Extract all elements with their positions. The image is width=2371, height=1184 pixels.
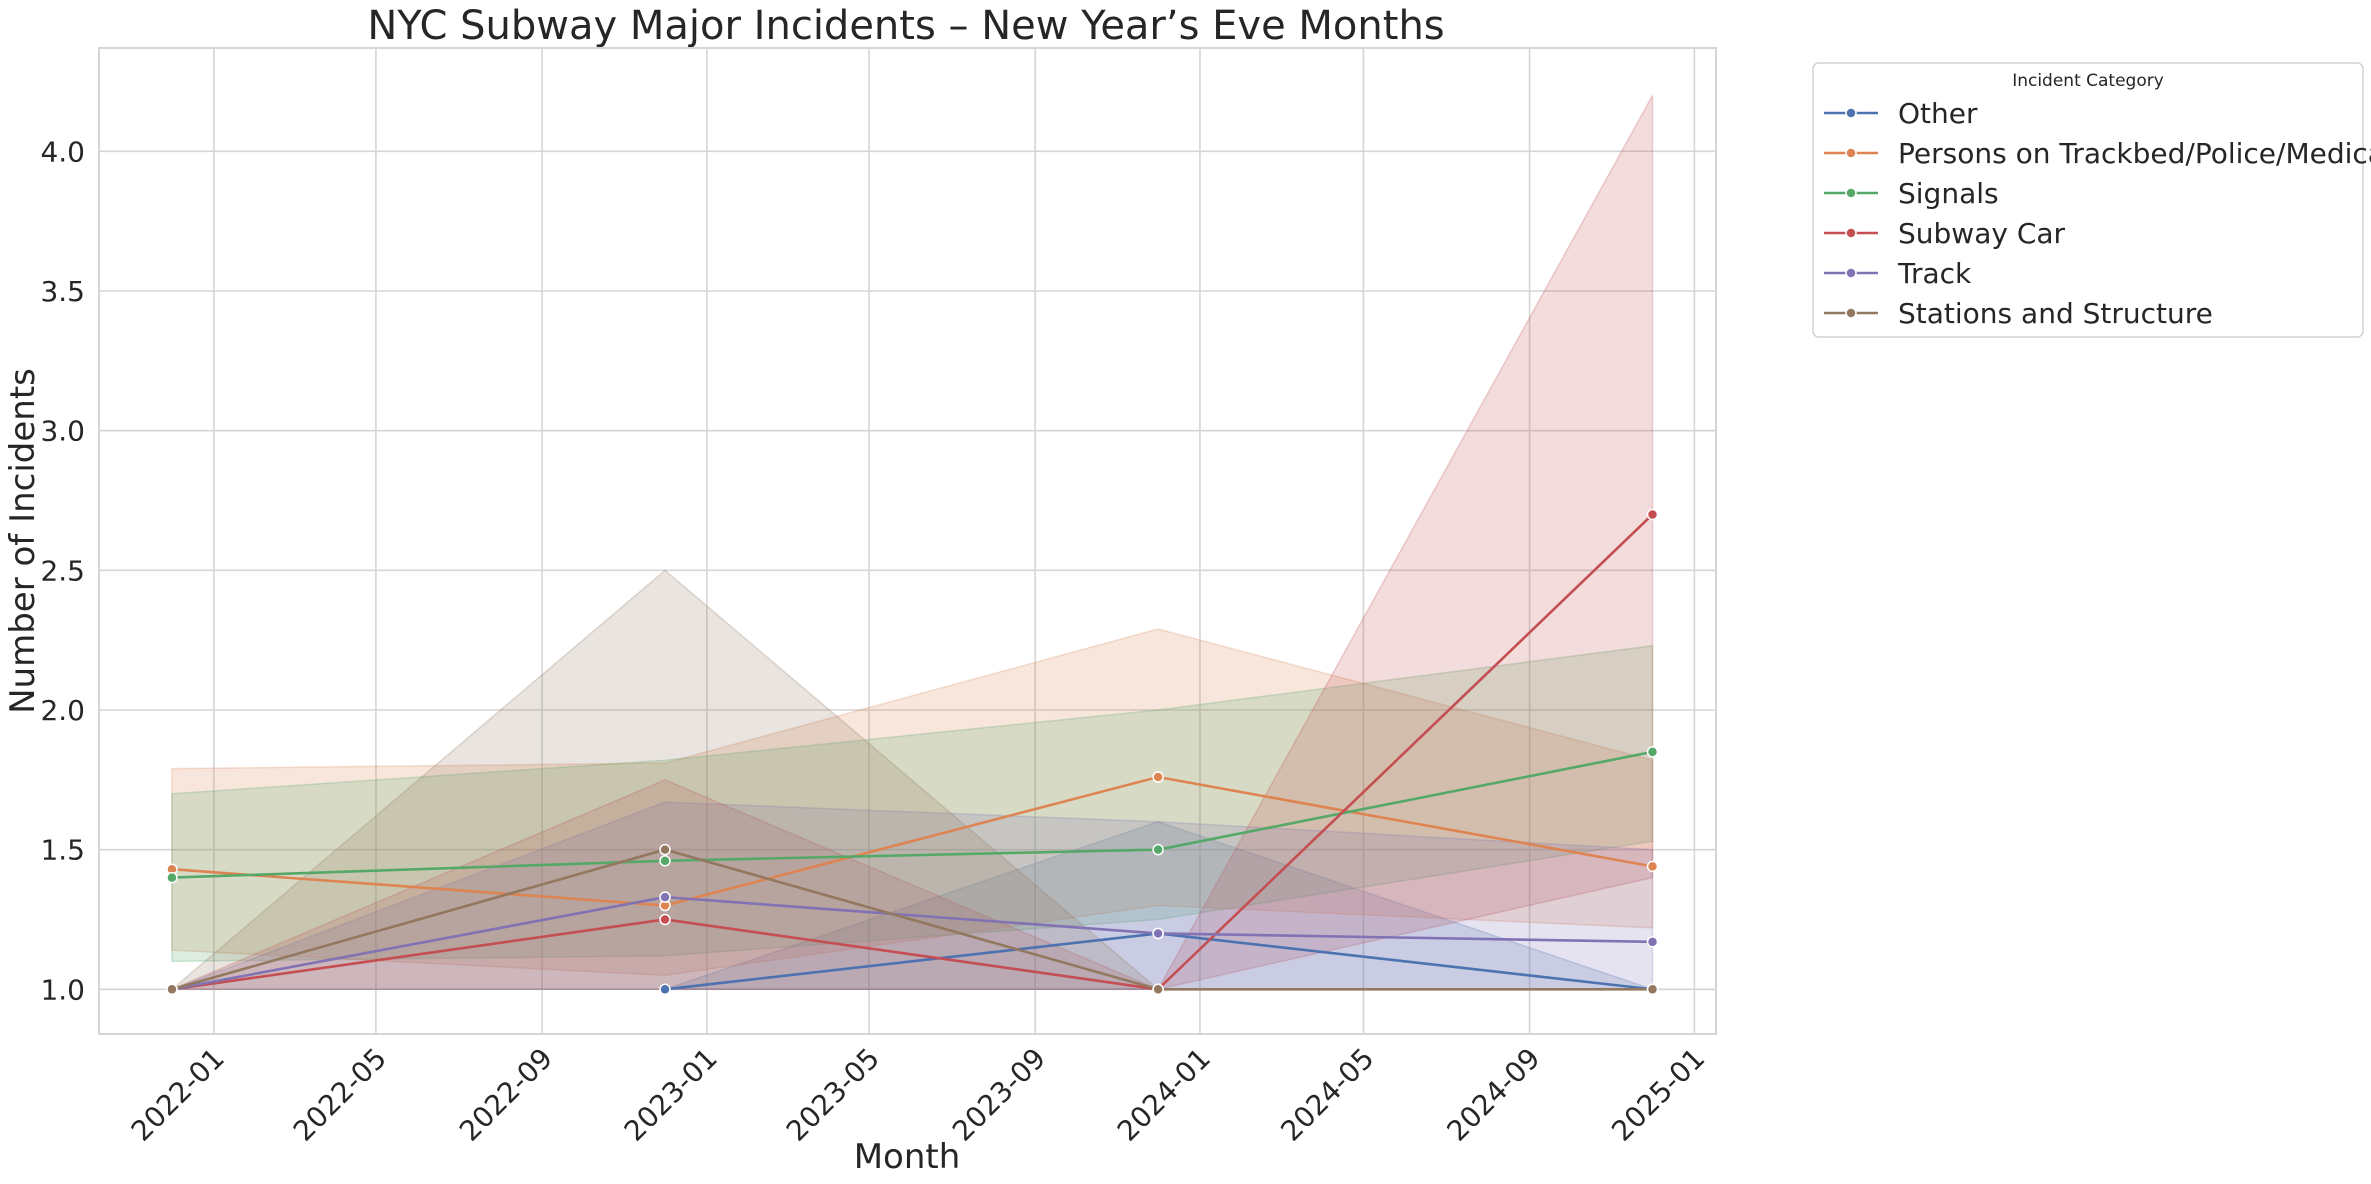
legend-box [1812, 62, 2364, 338]
data-point [1646, 508, 1659, 521]
legend-swatch-marker [1845, 227, 1857, 239]
legend-label: Persons on Trackbed/Police/Medical [1898, 137, 2371, 170]
y-tick-label: 2.0 [40, 694, 85, 727]
legend-label: Signals [1898, 177, 1999, 210]
data-point [1646, 746, 1659, 758]
legend: Incident Category Other Persons on Trackb… [1812, 62, 2371, 338]
data-point [659, 855, 671, 867]
legend-label: Other [1898, 97, 1978, 130]
legend-label: Track [1897, 257, 1972, 290]
y-tick-label: 3.0 [40, 415, 85, 448]
series-line [171, 513, 1654, 991]
confidence-band [171, 95, 1654, 991]
y-tick-labels: 1.0 1.5 2.0 2.5 3.0 3.5 4.0 [40, 135, 85, 1006]
grid-lines [99, 48, 1716, 1034]
y-axis-label: Number of Incidents [3, 368, 43, 714]
legend-swatch-marker [1845, 187, 1857, 199]
data-point [1152, 983, 1164, 996]
data-point [1152, 927, 1164, 940]
legend-label: Subway Car [1898, 217, 2066, 250]
legend-swatch-marker [1845, 107, 1857, 119]
series-line [171, 895, 1653, 991]
chart-title: NYC Subway Major Incidents – New Year’s … [367, 3, 1444, 49]
data-point [659, 983, 671, 996]
legend-swatch-marker [1845, 267, 1857, 279]
series-points [166, 508, 1659, 996]
legend-title: Incident Category [2012, 71, 2164, 91]
y-tick-label: 1.0 [40, 973, 85, 1006]
y-tick-label: 3.5 [40, 275, 85, 308]
y-tick-label: 1.5 [40, 834, 85, 867]
confidence-band [171, 801, 1654, 991]
series-line [171, 750, 1653, 879]
legend-swatch-marker [1845, 307, 1857, 319]
series-line [171, 848, 1653, 991]
confidence-bands [169, 95, 1654, 991]
data-point [659, 843, 671, 856]
x-axis-label: Month [854, 1137, 961, 1177]
data-point [1152, 843, 1164, 856]
legend-label: Stations and Structure [1898, 297, 2213, 330]
data-point [1646, 936, 1659, 948]
plot-frame [98, 47, 1717, 1035]
data-point [1646, 860, 1659, 873]
y-tick-label: 4.0 [40, 135, 85, 168]
data-point [166, 871, 178, 884]
series-line [171, 775, 1653, 907]
data-point [659, 891, 671, 903]
data-point [1152, 771, 1164, 783]
data-point [166, 983, 178, 996]
legend-items: Other Persons on Trackbed/Police/Medical S… [1824, 97, 2371, 330]
data-point [659, 913, 671, 926]
data-point [1646, 983, 1659, 996]
legend-swatch-marker [1845, 147, 1857, 159]
y-tick-label: 2.5 [40, 554, 85, 587]
